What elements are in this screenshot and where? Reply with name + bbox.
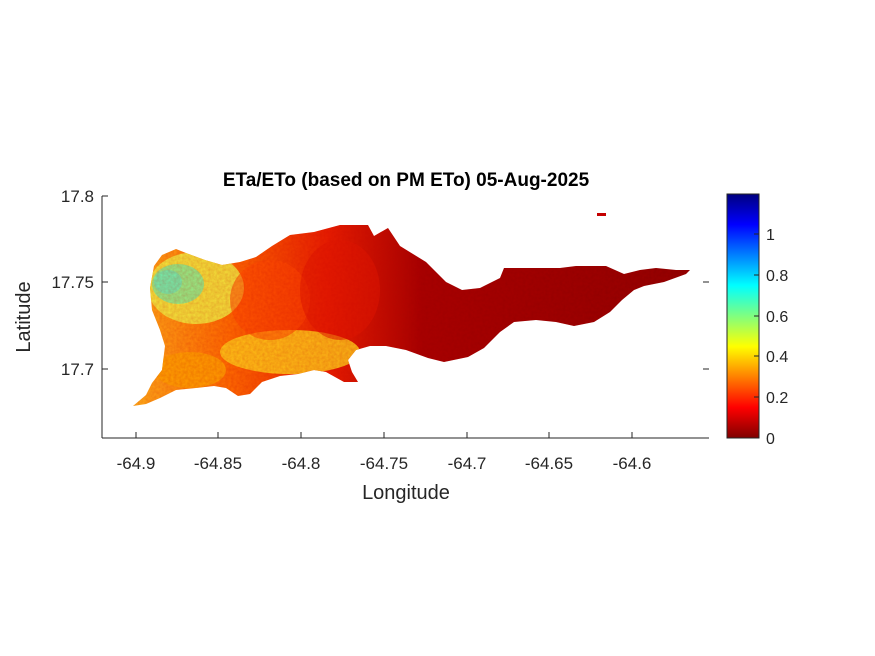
- x-tick-label: -64.8: [282, 454, 321, 473]
- colorbar-tick-label: 0: [766, 431, 775, 448]
- x-tick-label: -64.65: [525, 454, 573, 473]
- colorbar-tick-label: 1: [766, 227, 775, 244]
- colorbar-tick-label: 0.4: [766, 349, 788, 366]
- y-tick-label: 17.7: [61, 360, 94, 379]
- y-tick-label: 17.8: [61, 187, 94, 206]
- y-axis-label: Latitude: [13, 281, 35, 352]
- colorbar: [726, 193, 760, 439]
- colorbar-tick-label: 0.2: [766, 390, 788, 407]
- x-tick-label: -64.6: [613, 454, 652, 473]
- map-title: ETa/ETo (based on PM ETo) 05-Aug-2025: [223, 170, 590, 191]
- island-heatmap: [133, 213, 690, 406]
- x-tick-label: -64.7: [448, 454, 487, 473]
- map-axes: [101, 195, 709, 439]
- y-tick-label: 17.75: [51, 273, 94, 292]
- x-axis-label: Longitude: [362, 482, 450, 504]
- islet: [597, 213, 606, 216]
- x-tick-label: -64.75: [360, 454, 408, 473]
- x-tick-label: -64.85: [194, 454, 242, 473]
- colorbar-tick-label: 0.6: [766, 309, 788, 326]
- colorbar-tick-label: 0.8: [766, 268, 788, 285]
- x-tick-label: -64.9: [117, 454, 156, 473]
- heatmap-texture: [133, 225, 690, 406]
